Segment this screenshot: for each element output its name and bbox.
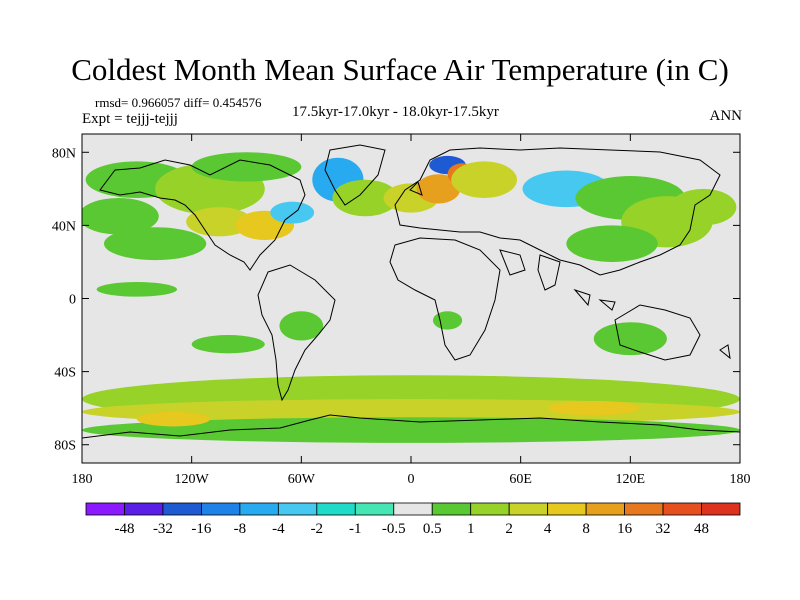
- anomaly-region: [416, 174, 461, 204]
- legend-label: -4: [272, 521, 285, 537]
- legend-label: 2: [505, 521, 513, 537]
- color-legend: -48 -32 -16 -8 -4 -2 -1 -0.5 0.5 1 2 4 8 16 32 48: [85, 502, 741, 537]
- lon-tick-label: 60W: [288, 472, 316, 487]
- period-label: 17.5kyr-17.0kyr - 18.0kyr-17.5kyr: [292, 104, 499, 120]
- legend-swatch: [662, 502, 702, 516]
- anomaly-region: [82, 197, 159, 235]
- legend-label: 4: [544, 521, 552, 537]
- legend-swatch: [201, 502, 241, 516]
- legend-label: 1: [467, 521, 475, 537]
- coast-antarctica: [82, 414, 740, 439]
- anomaly-region: [136, 411, 210, 427]
- anomaly-region: [451, 161, 518, 198]
- legend-swatch: [124, 502, 164, 516]
- legend-label: -2: [311, 521, 324, 537]
- plot-title: Coldest Month Mean Surface Air Temperatu…: [71, 52, 729, 87]
- legend-label: -48: [114, 521, 134, 537]
- experiment-label: Expt = tejjj-tejjj: [82, 111, 178, 127]
- legend-label: -16: [191, 521, 211, 537]
- legend-swatch: [470, 502, 510, 516]
- anomaly-region: [432, 311, 463, 330]
- coast-eurasia: [394, 147, 721, 276]
- legend-swatch: [239, 502, 279, 516]
- lon-tick-label: 120W: [175, 472, 210, 487]
- anomaly-region: [96, 282, 178, 297]
- stats-label: rmsd= 0.966057 diff= 0.454576: [95, 95, 262, 110]
- legend-label: 0.5: [423, 521, 442, 537]
- anomaly-region: [279, 311, 324, 341]
- anomaly-region: [186, 207, 252, 237]
- anomaly-region: [191, 152, 302, 182]
- legend-swatch: [162, 502, 202, 516]
- legend-swatch: [624, 502, 664, 516]
- legend-label: 8: [582, 521, 590, 537]
- legend-swatch: [701, 502, 741, 516]
- latitude-axis: 80N 40N 0 40S 80S: [52, 146, 740, 454]
- coast-australia: [614, 304, 701, 361]
- anomaly-region: [191, 335, 265, 354]
- legend-swatch: [85, 502, 125, 516]
- lon-tick-label: 180: [72, 472, 93, 487]
- anomaly-fields: [82, 152, 740, 443]
- coast-greenland: [324, 144, 386, 206]
- legend-swatch: [277, 502, 318, 516]
- legend-swatch: [585, 502, 625, 516]
- legend-label: -8: [234, 521, 247, 537]
- lat-tick-label: 40N: [52, 219, 76, 234]
- coast-south-america: [257, 264, 336, 402]
- legend-label: 48: [694, 521, 709, 537]
- legend-label: -0.5: [382, 521, 406, 537]
- anomaly-region: [82, 417, 740, 443]
- lat-tick-label: 80N: [52, 146, 76, 161]
- lon-tick-label: 180: [730, 472, 751, 487]
- legend-swatch: [354, 502, 395, 516]
- legend-swatch: [547, 502, 587, 516]
- lat-tick-label: 0: [69, 293, 76, 308]
- legend-swatch: [431, 502, 472, 516]
- lon-tick-label: 60E: [509, 472, 532, 487]
- anomaly-region: [270, 201, 315, 224]
- anomaly-region: [670, 188, 737, 226]
- longitude-axis: 180 120W 60W 0 60E 120E 180: [72, 134, 751, 487]
- anomaly-region: [332, 179, 399, 217]
- lat-tick-label: 40S: [54, 366, 76, 381]
- legend-label: -32: [153, 521, 173, 537]
- legend-label: 32: [656, 521, 671, 537]
- legend-swatch: [508, 502, 549, 516]
- anomaly-region: [593, 322, 667, 356]
- lat-tick-label: 80S: [54, 439, 76, 454]
- coast-north-america: [99, 159, 306, 271]
- anomaly-region: [548, 400, 640, 416]
- legend-label: 16: [617, 521, 633, 537]
- legend-swatch: [393, 502, 433, 516]
- season-label: ANN: [709, 108, 743, 124]
- legend-label: -1: [349, 521, 362, 537]
- coast-arabia-india: [499, 249, 561, 291]
- coast-islands: [409, 181, 731, 360]
- lon-tick-label: 120E: [616, 472, 646, 487]
- coast-africa: [389, 237, 501, 361]
- anomaly-region: [103, 227, 207, 261]
- lon-tick-label: 0: [408, 472, 415, 487]
- anomaly-region: [566, 225, 658, 262]
- coastlines: [82, 144, 740, 439]
- legend-swatch: [316, 502, 356, 516]
